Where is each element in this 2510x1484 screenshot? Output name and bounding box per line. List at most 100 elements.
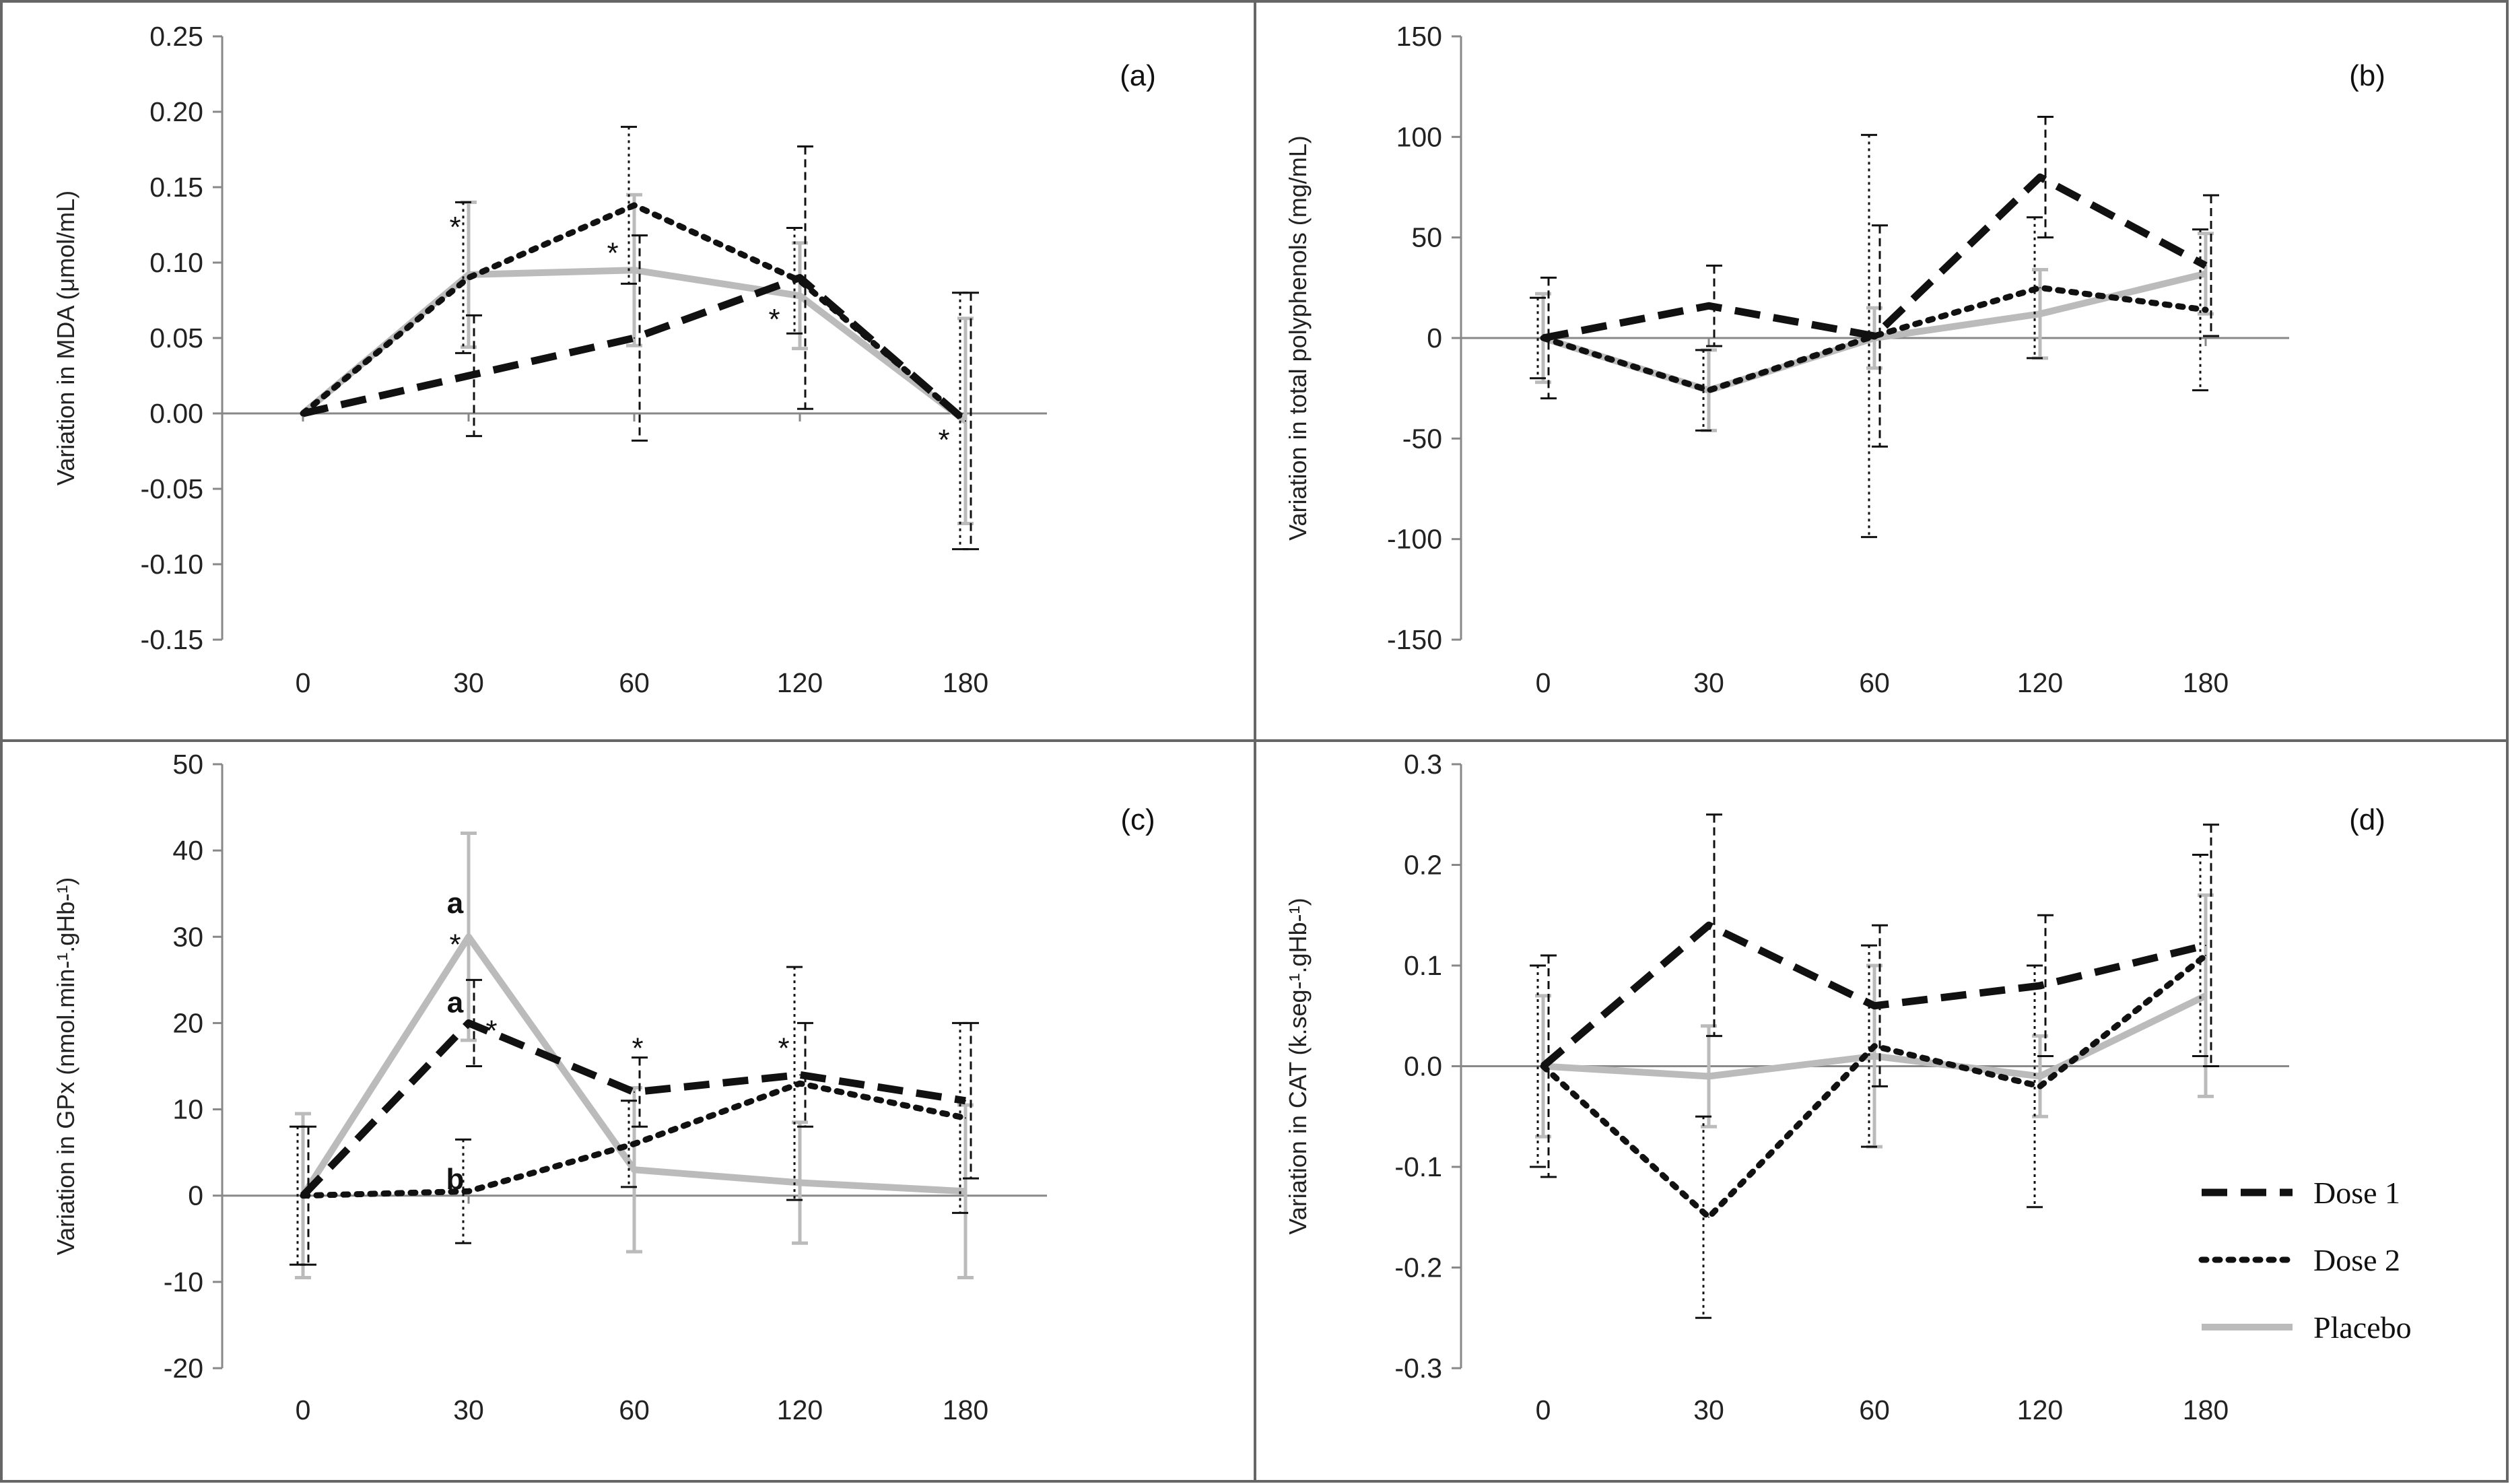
x-tick-label: 180 bbox=[943, 667, 988, 698]
y-tick-label: 0.00 bbox=[149, 398, 203, 429]
y-tick-label: 20 bbox=[172, 1007, 203, 1038]
panel-label: (b) bbox=[2349, 59, 2385, 92]
data-point-dose1 bbox=[1542, 337, 1544, 339]
y-tick-label: -20 bbox=[164, 1353, 203, 1384]
annotation-marker: * bbox=[485, 1015, 497, 1048]
data-point-dose1 bbox=[799, 277, 801, 279]
data-point-dose1 bbox=[1708, 305, 1709, 307]
x-tick-label: 0 bbox=[296, 667, 311, 698]
y-tick-label: -0.10 bbox=[141, 549, 203, 580]
annotation-marker: * bbox=[778, 1032, 789, 1065]
y-tick-label: 0.1 bbox=[1404, 950, 1442, 981]
data-point-placebo bbox=[1708, 1075, 1709, 1077]
data-point-dose1 bbox=[2205, 265, 2206, 267]
y-tick-label: -150 bbox=[1387, 624, 1442, 655]
data-point-dose2 bbox=[468, 277, 469, 279]
data-point-placebo bbox=[2205, 994, 2206, 997]
annotation-marker: * bbox=[632, 1032, 643, 1065]
panel-label: (a) bbox=[1120, 59, 1156, 92]
x-tick-label: 180 bbox=[2183, 667, 2229, 698]
data-point-dose2 bbox=[1708, 389, 1709, 391]
annotation-marker: * bbox=[938, 424, 949, 457]
data-point-placebo bbox=[965, 1190, 966, 1192]
x-tick-label: 120 bbox=[2017, 667, 2063, 698]
data-point-placebo bbox=[1874, 1055, 1875, 1057]
data-point-dose1 bbox=[1874, 335, 1875, 337]
x-tick-label: 0 bbox=[296, 1394, 311, 1425]
data-point-dose1 bbox=[2039, 176, 2041, 178]
x-tick-label: 60 bbox=[1859, 1394, 1890, 1425]
data-point-dose2 bbox=[965, 1117, 966, 1119]
legend-label-dose2: Dose 2 bbox=[2313, 1243, 2400, 1277]
data-point-dose2 bbox=[468, 1190, 469, 1192]
y-tick-label: 100 bbox=[1396, 121, 1442, 152]
data-point-placebo bbox=[468, 936, 469, 938]
data-point-dose1 bbox=[2205, 945, 2206, 947]
x-tick-label: 30 bbox=[1693, 1394, 1724, 1425]
x-tick-label: 120 bbox=[2017, 1394, 2063, 1425]
series-line-dose1 bbox=[302, 273, 968, 424]
annotation-marker: * bbox=[449, 929, 461, 962]
annotation-marker: b bbox=[446, 1163, 465, 1196]
x-tick-label: 30 bbox=[453, 1394, 484, 1425]
annotation-marker: * bbox=[449, 211, 461, 244]
annotation-marker: a bbox=[447, 986, 464, 1019]
y-tick-label: 0.3 bbox=[1404, 749, 1442, 780]
data-point-dose2 bbox=[634, 204, 635, 206]
y-tick-label: 0 bbox=[1427, 323, 1442, 353]
legend: Dose 1 Dose 2 Placebo bbox=[2198, 1176, 2412, 1345]
y-tick-label: -0.1 bbox=[1394, 1151, 1442, 1182]
y-tick-label: 50 bbox=[172, 749, 203, 780]
series-line-dose1 bbox=[300, 1019, 966, 1199]
data-point-dose1 bbox=[799, 1074, 801, 1076]
panel-b: -150 -100 -50 0 50 100 150 0 30 60 120 180 Variation… bbox=[1284, 21, 2385, 698]
y-tick-label: 0.0 bbox=[1404, 1051, 1442, 1082]
panel-a: -0.15 -0.10 -0.05 0.00 0.05 0.10 0.15 0.20 0.25 0… bbox=[52, 21, 1156, 698]
data-point-placebo bbox=[2039, 1075, 2041, 1077]
legend-label-placebo: Placebo bbox=[2313, 1310, 2412, 1345]
y-tick-label: 30 bbox=[172, 921, 203, 952]
data-point-placebo bbox=[634, 1169, 635, 1171]
data-point-dose2 bbox=[2205, 955, 2206, 957]
y-axis-title: Variation in total polyphenols (mg/mL) bbox=[1284, 135, 1312, 541]
data-point-dose1 bbox=[965, 420, 966, 422]
data-point-placebo bbox=[2039, 313, 2041, 315]
panel-label: (c) bbox=[1120, 803, 1155, 836]
x-tick-label: 0 bbox=[1536, 1394, 1551, 1425]
data-point-dose2 bbox=[2039, 287, 2041, 289]
y-tick-label: -100 bbox=[1387, 524, 1442, 555]
y-tick-label: -0.2 bbox=[1394, 1252, 1442, 1283]
y-tick-label: 10 bbox=[172, 1094, 203, 1125]
data-point-dose2 bbox=[2205, 309, 2206, 311]
data-point-placebo bbox=[799, 295, 801, 297]
y-tick-label: 150 bbox=[1396, 21, 1442, 52]
data-point-dose2 bbox=[634, 1143, 635, 1145]
data-point-dose2 bbox=[1874, 1045, 1875, 1047]
data-point-dose1 bbox=[634, 337, 635, 339]
y-tick-label: 0.05 bbox=[149, 323, 203, 353]
x-tick-label: 120 bbox=[777, 1394, 823, 1425]
y-tick-label: 0.2 bbox=[1404, 850, 1442, 881]
y-tick-label: 50 bbox=[1411, 222, 1442, 253]
y-tick-label: -0.15 bbox=[141, 624, 203, 655]
data-point-dose1 bbox=[302, 1194, 304, 1196]
y-axis-title: Variation in GPx (nmol.min-¹.gHb-¹) bbox=[52, 877, 79, 1255]
y-tick-label: 0.15 bbox=[149, 172, 203, 203]
y-tick-label: -10 bbox=[164, 1267, 203, 1297]
data-point-dose1 bbox=[1708, 924, 1709, 926]
annotation-marker: * bbox=[768, 303, 780, 336]
data-point-placebo bbox=[799, 1182, 801, 1184]
data-point-dose1 bbox=[965, 1100, 966, 1102]
y-tick-label: 0.25 bbox=[149, 21, 203, 52]
data-point-dose1 bbox=[1542, 1065, 1544, 1067]
data-point-placebo bbox=[2205, 273, 2206, 275]
x-tick-label: 0 bbox=[1536, 667, 1551, 698]
data-point-dose2 bbox=[1708, 1216, 1709, 1218]
y-tick-label: -50 bbox=[1402, 423, 1442, 454]
panel-label: (d) bbox=[2349, 803, 2385, 836]
y-tick-label: -0.05 bbox=[141, 473, 203, 504]
x-tick-label: 30 bbox=[453, 667, 484, 698]
data-point-dose1 bbox=[468, 375, 469, 376]
x-tick-label: 60 bbox=[619, 1394, 650, 1425]
